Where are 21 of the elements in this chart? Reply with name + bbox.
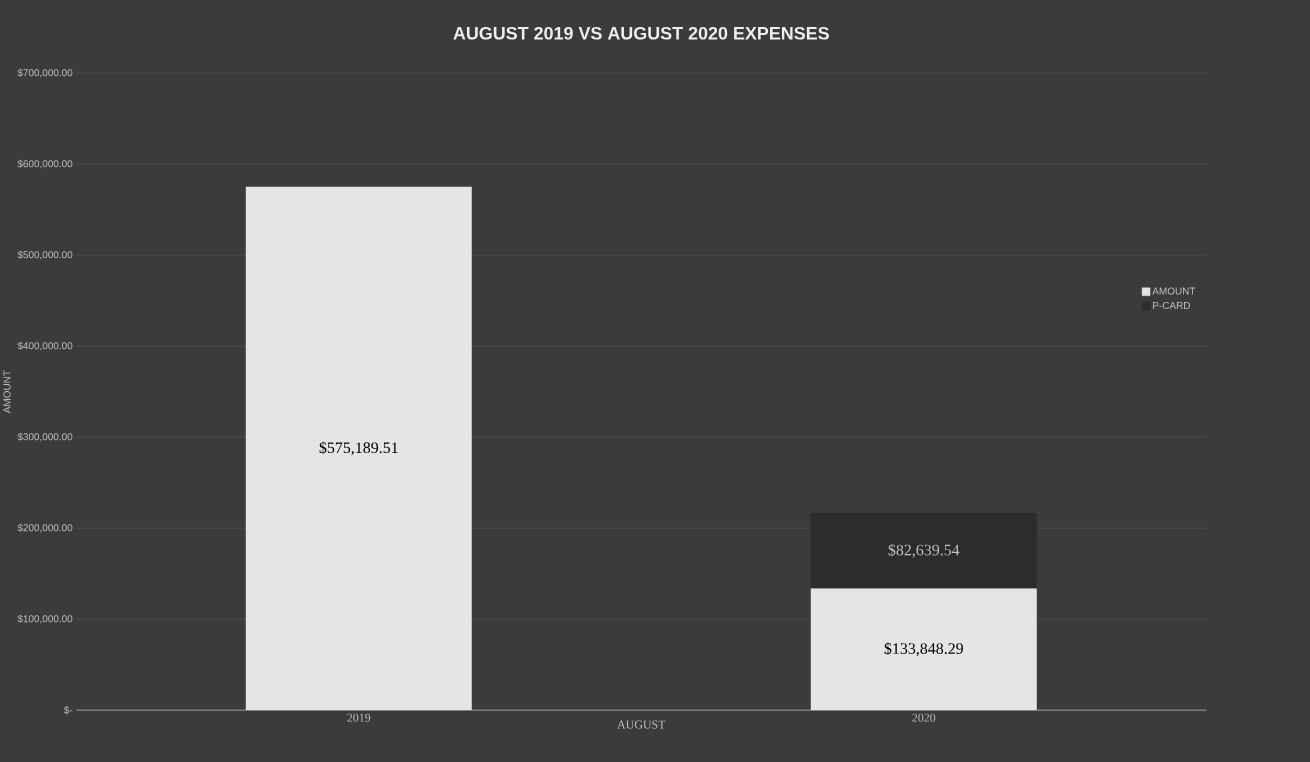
legend-label: AMOUNT xyxy=(1152,287,1196,295)
bar xyxy=(245,186,472,711)
y-tick-label: $200,000.00 xyxy=(17,523,73,533)
x-tick-label: 2019 xyxy=(347,713,371,722)
data-label: $133,848.29 xyxy=(884,642,963,657)
y-tick-label: $300,000.00 xyxy=(17,432,73,442)
bar xyxy=(810,588,1037,711)
y-tick-label: $400,000.00 xyxy=(17,341,73,351)
data-label: $82,639.54 xyxy=(888,543,960,558)
y-tick-label: $500,000.00 xyxy=(17,250,73,260)
y-tick-label: $700,000.00 xyxy=(17,68,73,78)
data-label: $575,189.51 xyxy=(319,441,398,456)
chart-title: AUGUST 2019 VS AUGUST 2020 EXPENSES xyxy=(453,26,829,40)
x-axis-title: AUGUST xyxy=(617,720,666,729)
legend-label: P-CARD xyxy=(1153,301,1190,309)
y-axis-title: AMOUNT xyxy=(3,370,11,414)
y-tick-label: $- xyxy=(64,706,73,715)
bar xyxy=(810,513,1037,589)
y-tick-label: $100,000.00 xyxy=(17,614,73,624)
x-tick-label: 2020 xyxy=(912,713,936,722)
y-tick-label: $600,000.00 xyxy=(17,159,73,169)
